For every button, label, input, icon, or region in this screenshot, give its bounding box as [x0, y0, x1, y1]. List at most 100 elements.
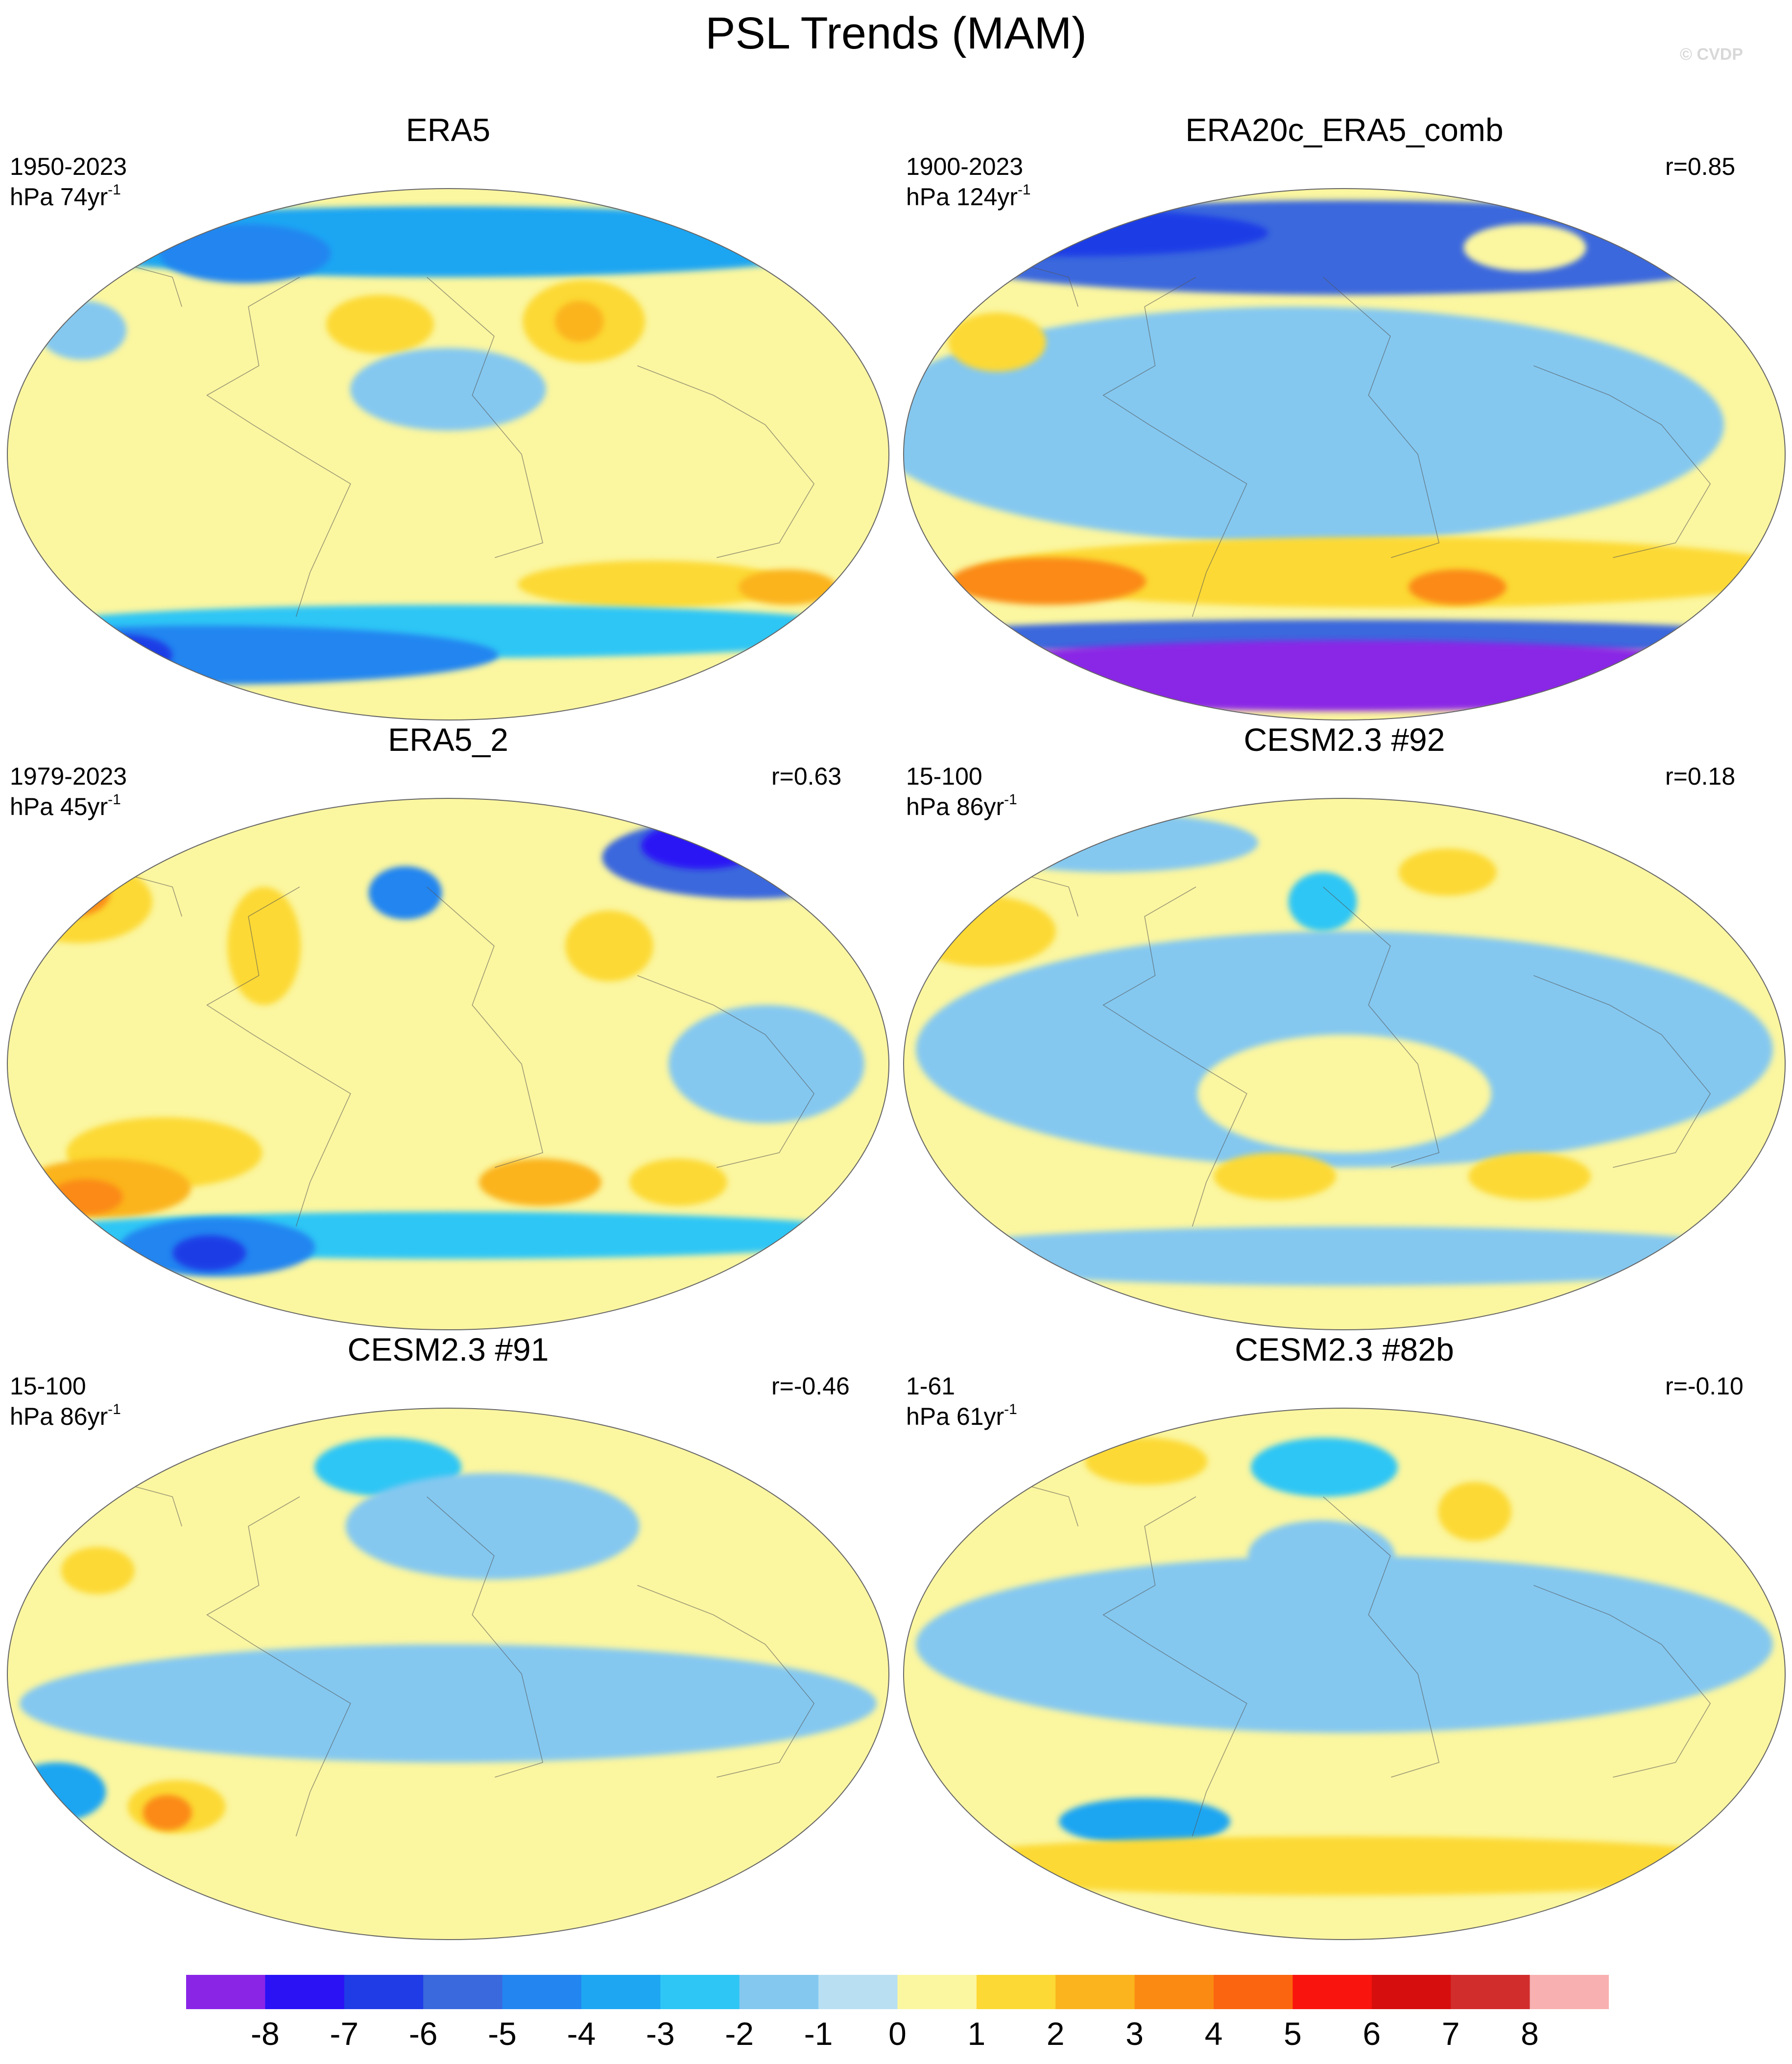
panel-period: 15-100 — [10, 1372, 86, 1400]
coastline — [427, 887, 544, 1168]
colorbar-tick-label: 1 — [967, 2016, 986, 2052]
coastline — [118, 262, 182, 307]
colorbar-box — [423, 1975, 503, 2009]
trend-region — [172, 1235, 246, 1271]
coastline — [206, 277, 351, 617]
map-border — [903, 188, 1786, 720]
trend-region — [61, 1547, 135, 1594]
map-panel: CESM2.3 #92 15-100 hPa 86yr-1 r=0.18 — [896, 720, 1792, 1332]
trend-region — [1398, 848, 1497, 896]
trend-region — [1408, 569, 1506, 605]
panel-period: 15-100 — [906, 763, 982, 790]
trend-region — [49, 1179, 123, 1215]
coastline — [1533, 365, 1711, 558]
trend-region — [602, 816, 889, 899]
panel-period-units: 1-61 hPa 61yr-1 — [906, 1371, 1017, 1432]
map-border — [903, 798, 1786, 1330]
trend-region — [669, 1005, 864, 1124]
colorbar-tick-label: -2 — [725, 2016, 754, 2052]
coastline — [1323, 887, 1440, 1168]
trend-region — [1251, 1438, 1398, 1497]
trend-region — [1463, 224, 1586, 271]
trend-region — [8, 1762, 106, 1822]
trend-region — [368, 866, 442, 920]
panel-units: hPa 61yr-1 — [906, 1401, 1017, 1431]
colorbar-tick-label: 0 — [888, 2016, 907, 2052]
trend-region — [904, 200, 1785, 295]
trend-region — [518, 560, 788, 608]
trend-region — [904, 640, 1785, 711]
trend-region — [629, 1158, 727, 1206]
colorbar-box — [265, 1975, 345, 2009]
panel-period-units: 15-100 hPa 86yr-1 — [10, 1371, 121, 1432]
trend-map — [903, 1408, 1786, 1940]
colorbar-tick-label: -4 — [567, 2016, 596, 2052]
trend-region — [74, 634, 172, 676]
colorbar-tick-label: 8 — [1521, 2016, 1539, 2052]
coastline — [1323, 277, 1440, 558]
trend-region — [1468, 1152, 1591, 1200]
map-panel: CESM2.3 #82b 1-61 hPa 61yr-1 r=-0.10 — [896, 1330, 1792, 1942]
map-border — [903, 1408, 1786, 1940]
trend-map — [7, 798, 889, 1330]
trend-region — [38, 301, 127, 360]
colorbar-box — [1451, 1975, 1530, 2009]
trend-region — [1288, 872, 1357, 932]
coastline — [206, 1496, 351, 1837]
panel-period-units: 15-100 hPa 86yr-1 — [906, 761, 1017, 822]
trend-region — [227, 887, 301, 1005]
trend-region — [36, 869, 110, 917]
trend-region — [159, 224, 331, 283]
trend-region — [948, 312, 1046, 372]
panel-units: hPa 86yr-1 — [906, 792, 1017, 821]
panel-title: ERA20c_ERA5_comb — [1185, 112, 1504, 148]
colorbar-tick-label: -7 — [330, 2016, 359, 2052]
trend-region — [950, 557, 1147, 605]
panel-title: ERA5_2 — [388, 721, 508, 758]
trend-region — [20, 1644, 877, 1763]
trend-region — [916, 1556, 1773, 1733]
colorbar-box — [976, 1975, 1056, 2009]
trend-region — [7, 1842, 889, 1890]
coastline — [1323, 1496, 1440, 1778]
coastline — [118, 871, 182, 917]
coastline — [206, 887, 351, 1227]
panel-period: 1900-2023 — [906, 153, 1024, 180]
trend-region — [964, 813, 1258, 872]
colorbar-box — [818, 1975, 898, 2009]
trend-region — [1214, 1152, 1337, 1200]
map-panel: ERA20c_ERA5_comb 1900-2023 hPa 124yr-1 r=0.… — [896, 110, 1792, 722]
trend-region — [908, 895, 1056, 967]
pattern-correlation: r=0.85 — [1665, 153, 1736, 180]
coastline — [427, 277, 544, 558]
coastline — [1102, 277, 1247, 617]
coastline — [637, 365, 815, 558]
trend-region — [1085, 1438, 1208, 1485]
map-border — [7, 188, 889, 720]
panel-units: hPa 74yr-1 — [10, 182, 121, 211]
trend-region — [916, 1762, 1773, 1822]
pattern-correlation: r=0.63 — [771, 763, 842, 790]
trend-map — [7, 1408, 889, 1940]
panel-units: hPa 86yr-1 — [10, 1401, 121, 1431]
trend-region — [1438, 1482, 1512, 1541]
colorbar-box — [502, 1975, 582, 2009]
map-border — [7, 1408, 889, 1940]
trend-region — [904, 209, 1268, 257]
trend-region — [478, 1158, 601, 1206]
trend-region — [974, 537, 1785, 608]
coastline — [1533, 975, 1711, 1168]
main-title: PSL Trends (MAM) — [705, 8, 1087, 58]
coastline — [1102, 1496, 1247, 1837]
colorbar-box — [1214, 1975, 1293, 2009]
colorbar — [186, 1975, 1609, 2009]
colorbar-box — [1292, 1975, 1372, 2009]
coastline — [1014, 262, 1078, 307]
colorbar-box — [660, 1975, 740, 2009]
map-border — [7, 798, 889, 1330]
trend-region — [7, 860, 153, 943]
colorbar-tick-label: -5 — [488, 2016, 517, 2052]
colorbar-box — [581, 1975, 661, 2009]
trend-map — [903, 188, 1786, 720]
trend-map — [903, 798, 1786, 1330]
